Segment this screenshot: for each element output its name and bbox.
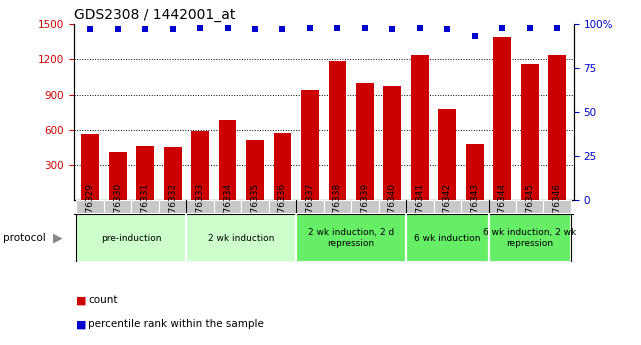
Bar: [438, 109, 456, 200]
Bar: [406, 200, 433, 214]
Bar: [269, 200, 296, 214]
Bar: [520, 64, 538, 200]
Text: GSM76344: GSM76344: [498, 183, 507, 231]
Bar: [76, 214, 187, 262]
Text: GSM76336: GSM76336: [278, 183, 287, 231]
Bar: [76, 200, 104, 214]
Bar: [351, 200, 379, 214]
Bar: [488, 200, 516, 214]
Bar: [379, 200, 406, 214]
Text: percentile rank within the sample: percentile rank within the sample: [88, 319, 264, 329]
Bar: [246, 140, 264, 200]
Text: GSM76332: GSM76332: [168, 183, 177, 231]
Bar: [137, 146, 154, 200]
Bar: [191, 131, 209, 200]
Text: GSM76338: GSM76338: [333, 183, 342, 231]
Text: GSM76334: GSM76334: [223, 183, 232, 231]
Text: pre-induction: pre-induction: [101, 234, 162, 243]
Text: GSM76335: GSM76335: [251, 183, 260, 231]
Text: 6 wk induction: 6 wk induction: [414, 234, 481, 243]
Bar: [159, 200, 187, 214]
Bar: [81, 135, 99, 200]
Bar: [296, 200, 324, 214]
Bar: [411, 55, 429, 200]
Bar: [241, 200, 269, 214]
Bar: [131, 200, 159, 214]
Bar: [433, 200, 461, 214]
Bar: [494, 37, 511, 200]
Text: GSM76337: GSM76337: [306, 183, 315, 231]
Text: GSM76343: GSM76343: [470, 183, 479, 231]
Bar: [274, 133, 292, 200]
Text: ■: ■: [76, 295, 86, 305]
Bar: [324, 200, 351, 214]
Bar: [301, 90, 319, 200]
Bar: [296, 214, 406, 262]
Bar: [109, 152, 127, 200]
Text: GSM76342: GSM76342: [443, 183, 452, 231]
Text: GSM76346: GSM76346: [553, 183, 562, 231]
Bar: [219, 120, 237, 200]
Bar: [548, 55, 566, 200]
Text: 2 wk induction: 2 wk induction: [208, 234, 274, 243]
Bar: [488, 214, 571, 262]
Bar: [516, 200, 544, 214]
Bar: [163, 147, 181, 200]
Text: GSM76333: GSM76333: [196, 183, 204, 231]
Text: GSM76340: GSM76340: [388, 183, 397, 231]
Bar: [356, 83, 374, 200]
Bar: [461, 200, 488, 214]
Text: ▶: ▶: [53, 231, 63, 245]
Bar: [187, 214, 296, 262]
Text: GSM76345: GSM76345: [525, 183, 534, 231]
Text: GDS2308 / 1442001_at: GDS2308 / 1442001_at: [74, 8, 235, 22]
Bar: [328, 60, 346, 200]
Text: protocol: protocol: [3, 233, 46, 243]
Text: count: count: [88, 295, 118, 305]
Bar: [104, 200, 131, 214]
Bar: [383, 86, 401, 200]
Bar: [406, 214, 488, 262]
Bar: [544, 200, 571, 214]
Text: GSM76330: GSM76330: [113, 183, 122, 231]
Text: GSM76329: GSM76329: [86, 183, 95, 231]
Text: 6 wk induction, 2 wk
repression: 6 wk induction, 2 wk repression: [483, 228, 576, 248]
Text: GSM76341: GSM76341: [415, 183, 424, 231]
Text: GSM76339: GSM76339: [360, 183, 369, 231]
Text: 2 wk induction, 2 d
repression: 2 wk induction, 2 d repression: [308, 228, 394, 248]
Text: ■: ■: [76, 319, 86, 329]
Bar: [187, 200, 214, 214]
Bar: [214, 200, 241, 214]
Text: GSM76331: GSM76331: [140, 183, 149, 231]
Bar: [466, 144, 484, 200]
